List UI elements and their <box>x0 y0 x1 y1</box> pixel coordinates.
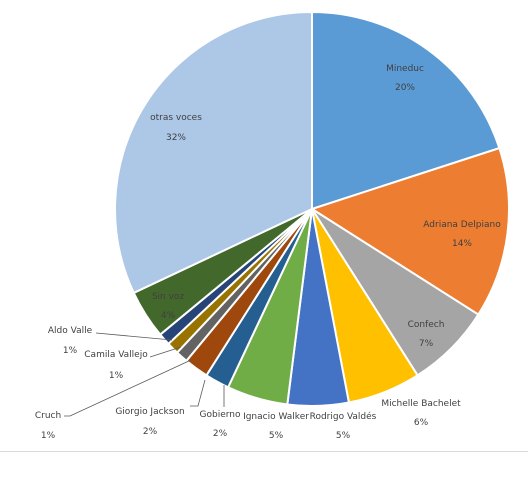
pie-slice-otras-voces <box>114 10 313 295</box>
slice-label-otras-voces: otras voces <box>150 113 202 123</box>
leader-line-cruch <box>64 359 192 417</box>
slice-percent-camila-vallejo: 1% <box>109 371 124 381</box>
slice-label-adriana-delpiano: Adriana Delpiano <box>423 220 501 230</box>
slice-percent-michelle-bachelet: 6% <box>414 418 429 428</box>
slices-layer <box>114 10 510 407</box>
slice-percent-gobierno: 2% <box>213 429 228 439</box>
slice-percent-aldo-valle: 1% <box>63 346 78 356</box>
bottom-divider <box>0 451 528 452</box>
leader-line-aldo-valle <box>95 332 173 341</box>
slice-percent-giorgio-jackson: 2% <box>143 427 158 437</box>
slice-percent-confech: 7% <box>419 339 434 349</box>
slice-percent-rodrigo-vald-s: 5% <box>336 431 351 441</box>
slice-percent-otras-voces: 32% <box>166 133 186 143</box>
slice-label-mineduc: Mineduc <box>386 64 424 74</box>
slice-percent-cruch: 1% <box>41 431 56 441</box>
labels-layer: Mineduc 20% Adriana Delpiano 14% Confech 7% Mi… <box>35 64 501 441</box>
slice-label-rodrigo-vald-s: Rodrigo Valdés <box>310 411 377 422</box>
slice-label-aldo-valle: Aldo Valle <box>48 326 93 336</box>
slice-percent-mineduc: 20% <box>395 83 415 93</box>
slice-label-sin-voz: Sin voz <box>152 292 185 302</box>
pie-slice-adriana-delpiano <box>309 146 510 316</box>
leader-line-giorgio-jackson <box>190 379 206 407</box>
slice-label-confech: Confech <box>408 320 445 330</box>
slice-percent-ignacio-walker: 5% <box>269 431 284 441</box>
slice-label-gobierno: Gobierno <box>200 410 241 420</box>
slice-percent-sin-voz: 4% <box>161 311 176 321</box>
pie-slice-mineduc <box>311 10 501 211</box>
slice-label-giorgio-jackson: Giorgio Jackson <box>115 407 184 417</box>
slice-percent-adriana-delpiano: 14% <box>452 239 472 249</box>
slice-label-michelle-bachelet: Michelle Bachelet <box>381 399 461 409</box>
leader-lines-layer <box>64 332 225 417</box>
slice-label-ignacio-walker: Ignacio Walker <box>243 412 309 422</box>
leader-line-camila-vallejo <box>149 346 182 358</box>
slice-label-cruch: Cruch <box>35 411 61 421</box>
slice-label-camila-vallejo: Camila Vallejo <box>84 350 148 360</box>
